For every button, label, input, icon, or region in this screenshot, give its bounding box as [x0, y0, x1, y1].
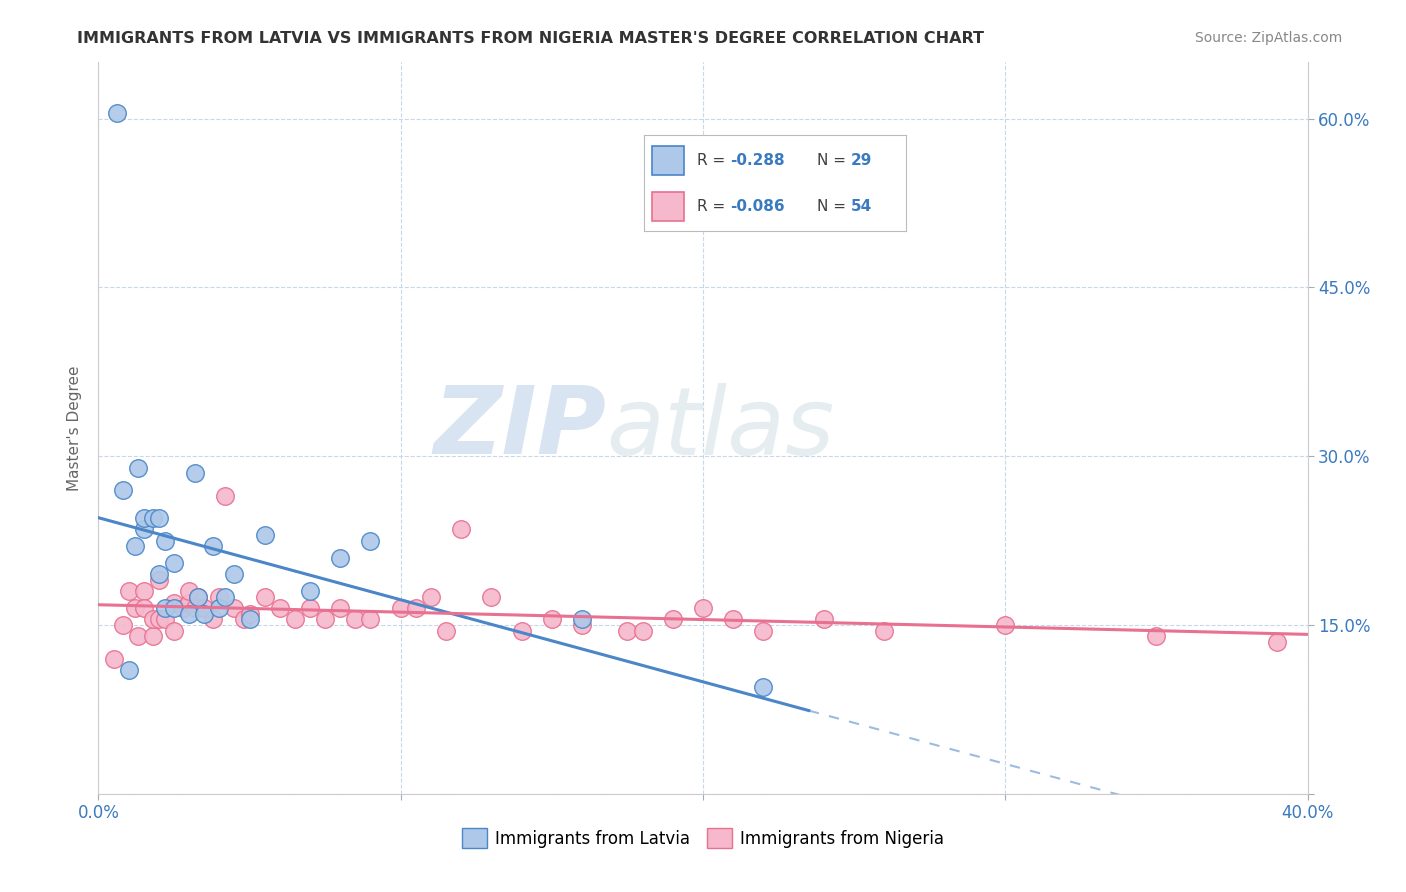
- Point: [142, 511, 165, 525]
- Point: [142, 612, 165, 626]
- Point: [124, 601, 146, 615]
- Y-axis label: Master's Degree: Master's Degree: [67, 366, 83, 491]
- FancyBboxPatch shape: [652, 146, 683, 175]
- Point: [269, 601, 291, 615]
- Point: [723, 612, 745, 626]
- Point: [253, 590, 276, 604]
- Point: [148, 612, 170, 626]
- Point: [208, 601, 231, 615]
- Point: [752, 624, 775, 638]
- Point: [179, 584, 201, 599]
- Point: [202, 612, 225, 626]
- Point: [329, 601, 352, 615]
- Text: R =: R =: [696, 199, 730, 214]
- Point: [631, 624, 654, 638]
- Point: [111, 618, 134, 632]
- Point: [132, 584, 155, 599]
- Point: [184, 601, 207, 615]
- Point: [153, 601, 176, 615]
- Point: [813, 612, 835, 626]
- Point: [142, 629, 165, 643]
- Point: [616, 624, 638, 638]
- Point: [1267, 635, 1289, 649]
- Point: [132, 601, 155, 615]
- Point: [214, 590, 236, 604]
- Point: [661, 612, 683, 626]
- Point: [153, 612, 176, 626]
- Point: [314, 612, 336, 626]
- Point: [239, 612, 262, 626]
- Point: [450, 523, 472, 537]
- Text: -0.086: -0.086: [731, 199, 785, 214]
- Point: [148, 567, 170, 582]
- Text: N =: N =: [817, 199, 851, 214]
- Point: [224, 567, 246, 582]
- Point: [111, 483, 134, 497]
- Point: [360, 533, 382, 548]
- Point: [163, 624, 186, 638]
- Text: 29: 29: [851, 153, 872, 168]
- Point: [187, 590, 209, 604]
- Point: [153, 533, 176, 548]
- Point: [187, 590, 209, 604]
- Point: [148, 573, 170, 587]
- Text: IMMIGRANTS FROM LATVIA VS IMMIGRANTS FROM NIGERIA MASTER'S DEGREE CORRELATION CH: IMMIGRANTS FROM LATVIA VS IMMIGRANTS FRO…: [77, 31, 984, 46]
- Legend: Immigrants from Latvia, Immigrants from Nigeria: Immigrants from Latvia, Immigrants from …: [456, 822, 950, 855]
- Point: [179, 596, 201, 610]
- Point: [193, 601, 215, 615]
- Point: [253, 528, 276, 542]
- Point: [752, 680, 775, 694]
- Point: [179, 607, 201, 621]
- Point: [148, 511, 170, 525]
- FancyBboxPatch shape: [652, 192, 683, 221]
- Point: [284, 612, 307, 626]
- Point: [299, 601, 322, 615]
- Point: [132, 523, 155, 537]
- Point: [163, 601, 186, 615]
- Point: [202, 539, 225, 553]
- Point: [1144, 629, 1167, 643]
- Point: [132, 511, 155, 525]
- Point: [481, 590, 503, 604]
- Point: [434, 624, 457, 638]
- Text: atlas: atlas: [606, 383, 835, 474]
- Point: [510, 624, 533, 638]
- Text: -0.288: -0.288: [731, 153, 785, 168]
- Point: [420, 590, 443, 604]
- Text: ZIP: ZIP: [433, 382, 606, 475]
- Point: [873, 624, 896, 638]
- Point: [360, 612, 382, 626]
- Point: [124, 539, 146, 553]
- Point: [389, 601, 412, 615]
- Point: [193, 607, 215, 621]
- Point: [214, 489, 236, 503]
- Point: [224, 601, 246, 615]
- Point: [163, 596, 186, 610]
- Point: [299, 584, 322, 599]
- Point: [127, 629, 149, 643]
- Text: N =: N =: [817, 153, 851, 168]
- Point: [344, 612, 367, 626]
- Point: [172, 601, 194, 615]
- Text: 54: 54: [851, 199, 872, 214]
- Point: [118, 584, 141, 599]
- Point: [540, 612, 562, 626]
- Point: [163, 556, 186, 570]
- Point: [329, 550, 352, 565]
- Point: [571, 612, 593, 626]
- Point: [118, 663, 141, 677]
- Text: Source: ZipAtlas.com: Source: ZipAtlas.com: [1195, 31, 1343, 45]
- Point: [994, 618, 1017, 632]
- Point: [127, 460, 149, 475]
- Point: [405, 601, 427, 615]
- Point: [103, 652, 125, 666]
- Point: [571, 618, 593, 632]
- Point: [105, 106, 128, 120]
- Point: [239, 607, 262, 621]
- Point: [692, 601, 714, 615]
- Point: [208, 590, 231, 604]
- Text: R =: R =: [696, 153, 730, 168]
- Point: [184, 466, 207, 480]
- Point: [232, 612, 254, 626]
